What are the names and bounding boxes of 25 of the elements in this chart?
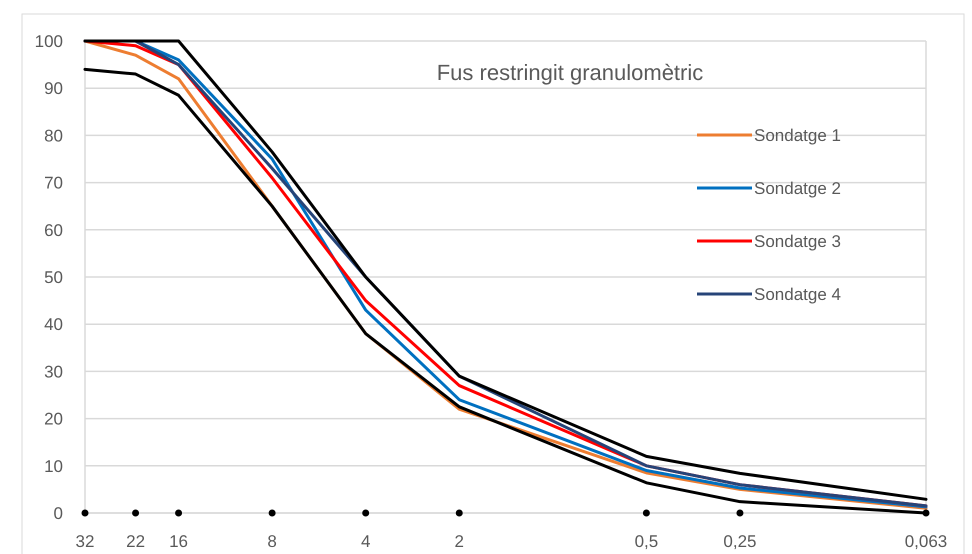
legend-label: Sondatge 1 (754, 126, 841, 145)
x-tick-label: 32 (76, 532, 94, 551)
y-tick-label: 40 (44, 315, 63, 334)
legend-label: Sondatge 2 (754, 178, 841, 198)
y-tick-label: 10 (44, 456, 63, 476)
x-tick-label: 16 (169, 532, 188, 551)
x-tick-label: 0,063 (904, 532, 948, 551)
text: Fus restringit granulomètric (436, 60, 704, 85)
y-tick-label: 100 (34, 32, 63, 51)
x-tick-label: 2 (454, 532, 464, 551)
y-tick-label: 90 (44, 79, 63, 98)
x-tick-label: 22 (126, 532, 146, 551)
x-tick-label: 4 (360, 532, 370, 551)
y-tick-label: 80 (44, 126, 63, 146)
y-tick-label: 20 (44, 410, 63, 429)
y-tick-label: 0 (54, 504, 63, 523)
y-tick-label: 60 (44, 220, 63, 240)
legend-label: Sondatge 4 (754, 284, 841, 304)
x-tick-label: 8 (267, 532, 277, 551)
y-tick-label: 30 (44, 362, 63, 382)
y-tick-label: 70 (44, 174, 63, 193)
y-tick-label: 50 (44, 268, 63, 287)
x-tick-label: 0,25 (723, 532, 756, 551)
x-tick-label: 0,5 (634, 532, 658, 551)
legend-label: Sondatge 3 (754, 232, 841, 251)
